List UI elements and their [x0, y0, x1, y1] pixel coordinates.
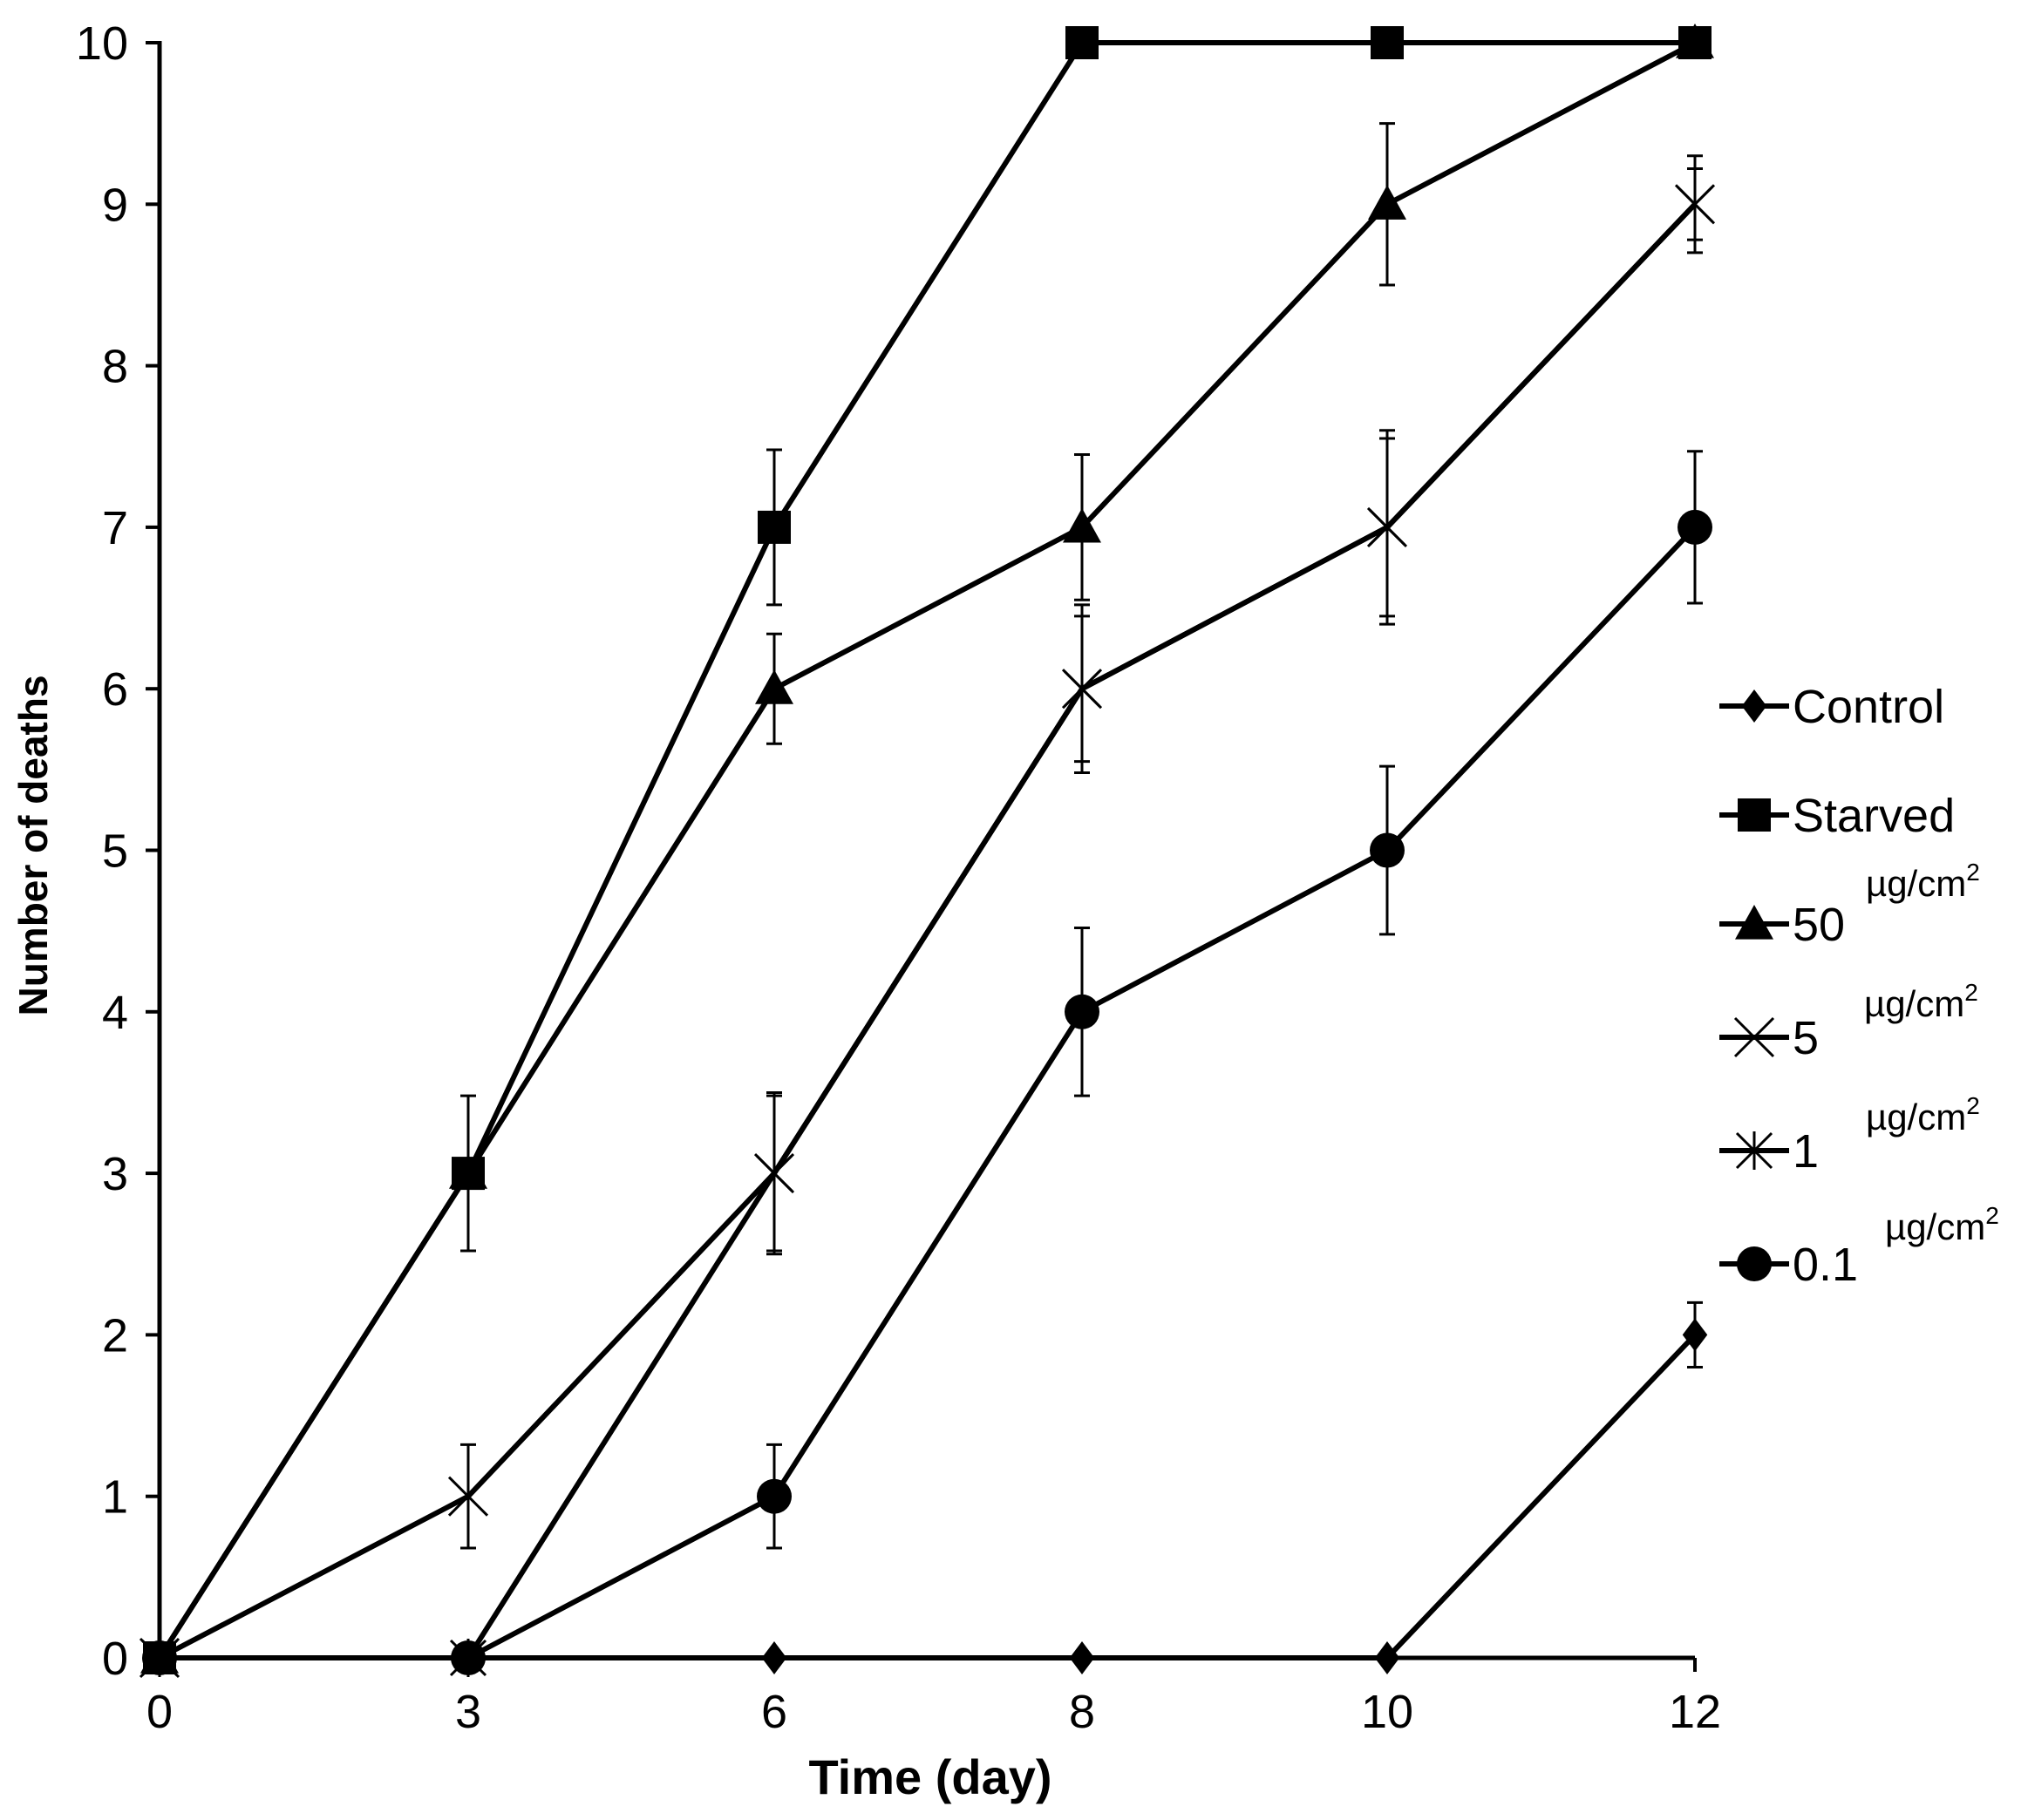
x-tick-label: 6 [761, 1686, 787, 1738]
legend-unit-superscript: 2 [1966, 1092, 1980, 1119]
legend-unit-superscript: 2 [1964, 979, 1978, 1006]
y-tick-label: 6 [102, 663, 128, 716]
legend-marker-circle [1737, 1246, 1772, 1281]
x-axis-title: Time (day) [808, 1749, 1051, 1804]
data-point-circle [1370, 832, 1405, 868]
series-line-starved [157, 40, 1695, 1660]
data-point-triangle [755, 669, 793, 704]
x-tick-label: 12 [1669, 1686, 1721, 1738]
legend-label: 5 [1793, 1012, 1819, 1064]
series-line-control [160, 1333, 1698, 1660]
axes [146, 41, 1697, 1672]
legend-marker-x [1733, 1016, 1775, 1058]
data-point-star [1063, 669, 1101, 709]
series-line-1 [160, 202, 1698, 1660]
legend-entry: 0.1 µg/cm2 [1719, 1202, 1999, 1291]
data-point-circle [757, 1478, 792, 1514]
data-point-circle [1065, 994, 1099, 1029]
data-point-diamond [1682, 1318, 1708, 1352]
y-tick-label: 10 [76, 17, 128, 70]
y-tick-label: 2 [102, 1309, 128, 1362]
legend-marker-diamond [1741, 689, 1767, 723]
data-point-x [447, 1476, 489, 1517]
legend-unit: µg/cm2 [1864, 979, 1978, 1024]
data-point-star [1368, 507, 1406, 547]
y-tick-label: 1 [102, 1471, 128, 1524]
x-tick-label: 10 [1361, 1686, 1413, 1738]
legend-label: 50 [1793, 899, 1845, 951]
series-line-50 [157, 40, 1697, 1660]
x-tick-label: 0 [146, 1686, 173, 1738]
data-point-square [1065, 26, 1099, 59]
y-tick-label: 5 [102, 825, 128, 878]
legend-entry: 50 µg/cm2 [1719, 859, 1980, 951]
data-point-triangle [449, 1154, 487, 1189]
legend-unit: µg/cm2 [1866, 1092, 1980, 1138]
data-point-square [758, 510, 791, 544]
plot-markers [139, 24, 1716, 1679]
data-point-star [755, 1154, 793, 1193]
plot-lines [157, 40, 1698, 1660]
legend-marker-star [1735, 1131, 1773, 1170]
legend-unit: µg/cm2 [1885, 1202, 1999, 1247]
legend-marker-square [1738, 798, 1771, 832]
error-bars [460, 122, 1703, 1550]
y-tick-label: 9 [102, 179, 128, 231]
series-line-0_1 [160, 525, 1698, 1660]
x-tick-label: 8 [1069, 1686, 1095, 1738]
y-tick-label: 8 [102, 341, 128, 393]
legend-unit: µg/cm2 [1866, 859, 1980, 904]
legend-entry: 5 µg/cm2 [1719, 979, 1978, 1064]
legend-entry: Control [1719, 681, 1944, 733]
legend-label: Starved [1793, 790, 1955, 842]
legend-entry: Starved [1719, 790, 1955, 842]
legend-marker-triangle [1735, 905, 1773, 940]
legend-label: 1 [1793, 1125, 1819, 1178]
data-point-circle [1678, 509, 1712, 545]
legend-unit-superscript: 2 [1985, 1202, 1999, 1229]
y-tick-label: 4 [102, 987, 128, 1039]
data-point-square [1371, 26, 1404, 59]
legend-label: Control [1793, 681, 1944, 733]
y-tick-label: 3 [102, 1148, 128, 1200]
y-axis-title: Number of deaths [10, 675, 56, 1015]
data-point-star [1676, 185, 1714, 224]
data-point-triangle [1676, 24, 1714, 58]
legend: Control Starved 50 µg/cm2 5 µg/cm2 1 µg/cm2 0.1 µ… [1719, 681, 1999, 1291]
y-tick-label: 7 [102, 502, 128, 554]
legend-entry: 1 µg/cm2 [1719, 1092, 1980, 1178]
x-tick-label: 3 [455, 1686, 481, 1738]
legend-label: 0.1 [1793, 1239, 1858, 1291]
legend-unit-superscript: 2 [1966, 859, 1980, 886]
data-point-triangle [1368, 185, 1406, 220]
data-point-triangle [1063, 507, 1101, 543]
y-tick-label: 0 [102, 1633, 128, 1685]
